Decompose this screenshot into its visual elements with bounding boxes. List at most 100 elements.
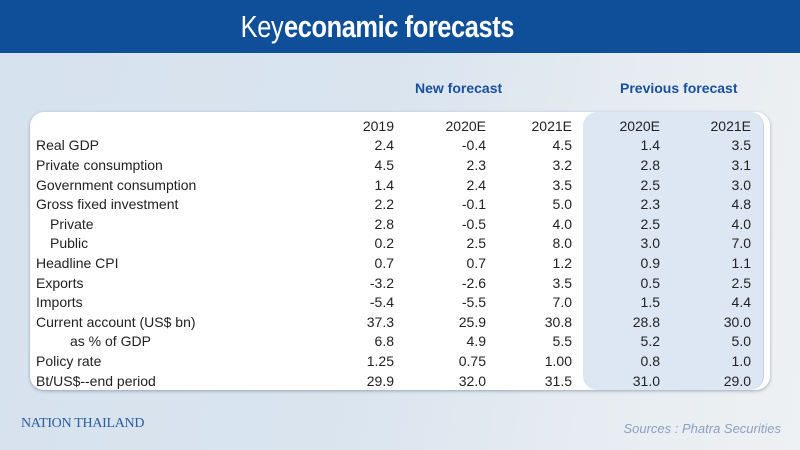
table-row: Headline CPI 0.7 0.7 1.2 0.9 1.1 xyxy=(36,253,751,273)
value-cell: 1.25 xyxy=(366,352,394,369)
value-cell: 3.0 xyxy=(640,235,660,252)
value-cell: -0.1 xyxy=(461,196,486,213)
value-cell: 0.75 xyxy=(458,352,486,369)
value-cell: 4.0 xyxy=(731,215,751,232)
value-cell: 2.3 xyxy=(466,156,486,173)
value-cell: 3.5 xyxy=(552,274,572,291)
column-header: 2021E xyxy=(531,117,572,134)
value-cell: 0.5 xyxy=(640,274,660,291)
value-cell: 4.8 xyxy=(731,196,751,213)
value-cell: 0.7 xyxy=(374,254,394,271)
value-cell: 7.0 xyxy=(731,235,751,252)
value-cell: 5.2 xyxy=(640,333,660,350)
table-row: as % of GDP 6.8 4.9 5.5 5.2 5.0 xyxy=(36,332,751,352)
row-label: Policy rate xyxy=(36,352,102,369)
row-label: Government consumption xyxy=(36,176,197,193)
table-row: Private consumption 4.5 2.3 3.2 2.8 3.1 xyxy=(36,155,751,175)
row-label: Bt/US$--end period xyxy=(36,372,156,389)
value-cell: 29.0 xyxy=(723,372,751,389)
value-cell: 5.0 xyxy=(731,333,751,350)
value-cell: 4.5 xyxy=(552,137,572,154)
new-forecast-label: New forecast xyxy=(415,80,503,96)
title-bar: Key econamic forecasts xyxy=(0,0,800,53)
value-cell: 31.5 xyxy=(544,372,572,389)
row-label: Real GDP xyxy=(36,137,100,154)
value-cell: 1.5 xyxy=(640,294,660,311)
value-cell: 4.0 xyxy=(552,215,572,232)
previous-forecast-panel xyxy=(583,112,764,390)
value-cell: 2.4 xyxy=(374,137,394,154)
column-header: 2020E xyxy=(619,117,660,134)
value-cell: 25.9 xyxy=(458,313,486,330)
value-cell: 4.5 xyxy=(374,156,394,173)
column-header: 2019 xyxy=(362,117,394,134)
value-cell: 7.0 xyxy=(552,294,572,311)
table-row: Bt/US$--end period 29.9 32.0 31.5 31.0 29.0 xyxy=(36,371,751,391)
value-cell: 2.5 xyxy=(731,274,751,291)
value-cell: 2.5 xyxy=(466,235,486,252)
table-row: Policy rate 1.25 0.75 1.00 0.8 1.0 xyxy=(36,351,751,371)
value-cell: 5.5 xyxy=(552,333,572,350)
table-row: Public 0.2 2.5 8.0 3.0 7.0 xyxy=(36,234,751,254)
row-label: Private xyxy=(50,215,94,232)
value-cell: 3.5 xyxy=(552,176,572,193)
value-cell: 3.0 xyxy=(731,176,751,193)
value-cell: 30.8 xyxy=(544,313,572,330)
table-row: Gross fixed investment 2.2 -0.1 5.0 2.3 4.8 xyxy=(36,194,751,214)
value-cell: 31.0 xyxy=(632,372,660,389)
value-cell: 2.3 xyxy=(640,196,660,213)
value-cell: 37.3 xyxy=(366,313,394,330)
table-row: Imports -5.4 -5.5 7.0 1.5 4.4 xyxy=(36,292,751,312)
row-label: Gross fixed investment xyxy=(36,196,179,213)
value-cell: -0.4 xyxy=(461,137,486,154)
value-cell: 1.1 xyxy=(731,254,751,271)
value-cell: 4.4 xyxy=(731,294,751,311)
value-cell: 0.2 xyxy=(374,235,394,252)
value-cell: 1.2 xyxy=(552,254,572,271)
value-cell: 8.0 xyxy=(552,235,572,252)
table-row: Exports -3.2 -2.6 3.5 0.5 2.5 xyxy=(36,273,751,293)
value-cell: 2.8 xyxy=(640,156,660,173)
value-cell: 32.0 xyxy=(458,372,486,389)
value-cell: 5.0 xyxy=(552,196,572,213)
value-cell: -5.4 xyxy=(369,294,394,311)
value-cell: 0.7 xyxy=(466,254,486,271)
value-cell: 2.2 xyxy=(374,196,394,213)
value-cell: 1.4 xyxy=(640,137,660,154)
value-cell: -5.5 xyxy=(461,294,486,311)
column-header: 2020E xyxy=(445,117,486,134)
title-light: Key xyxy=(240,9,283,44)
previous-forecast-label: Previous forecast xyxy=(620,80,738,96)
row-label: Current account (US$ bn) xyxy=(36,313,196,330)
row-label: Headline CPI xyxy=(36,254,119,271)
table-row: Private 2.8 -0.5 4.0 2.5 4.0 xyxy=(36,214,751,234)
value-cell: 4.9 xyxy=(466,333,486,350)
column-header: 2021E xyxy=(710,117,751,134)
nation-thailand-logo: NATION THAILAND xyxy=(21,416,144,432)
forecast-table-card: 2019 2020E 2021E 2020E 2021E Real GDP 2.4… xyxy=(30,112,770,390)
value-cell: 30.0 xyxy=(723,313,751,330)
value-cell: 0.8 xyxy=(640,352,660,369)
value-cell: 28.8 xyxy=(632,313,660,330)
table-row: Real GDP 2.4 -0.4 4.5 1.4 3.5 xyxy=(36,136,751,156)
value-cell: 3.1 xyxy=(731,156,751,173)
value-cell: -2.6 xyxy=(461,274,486,291)
value-cell: -0.5 xyxy=(461,215,486,232)
row-label: Public xyxy=(50,235,89,252)
title-bold: econamic forecasts xyxy=(283,9,514,44)
value-cell: 0.9 xyxy=(640,254,660,271)
row-label: Private consumption xyxy=(36,156,163,173)
source-note: Sources : Phatra Securities xyxy=(623,421,781,436)
value-cell: 1.00 xyxy=(544,352,572,369)
table-header-row: 2019 2020E 2021E 2020E 2021E xyxy=(36,116,751,136)
table-row: Government consumption 1.4 2.4 3.5 2.5 3.0 xyxy=(36,175,751,195)
value-cell: 2.5 xyxy=(640,176,660,193)
value-cell: 3.2 xyxy=(552,156,572,173)
row-label: Imports xyxy=(36,294,83,311)
row-label: as % of GDP xyxy=(70,333,151,350)
value-cell: 6.8 xyxy=(374,333,394,350)
header-label-cell xyxy=(36,116,330,136)
value-cell: 3.5 xyxy=(731,137,751,154)
table-row: Current account (US$ bn) 37.3 25.9 30.8 28.8… xyxy=(36,312,751,332)
value-cell: 2.4 xyxy=(466,176,486,193)
